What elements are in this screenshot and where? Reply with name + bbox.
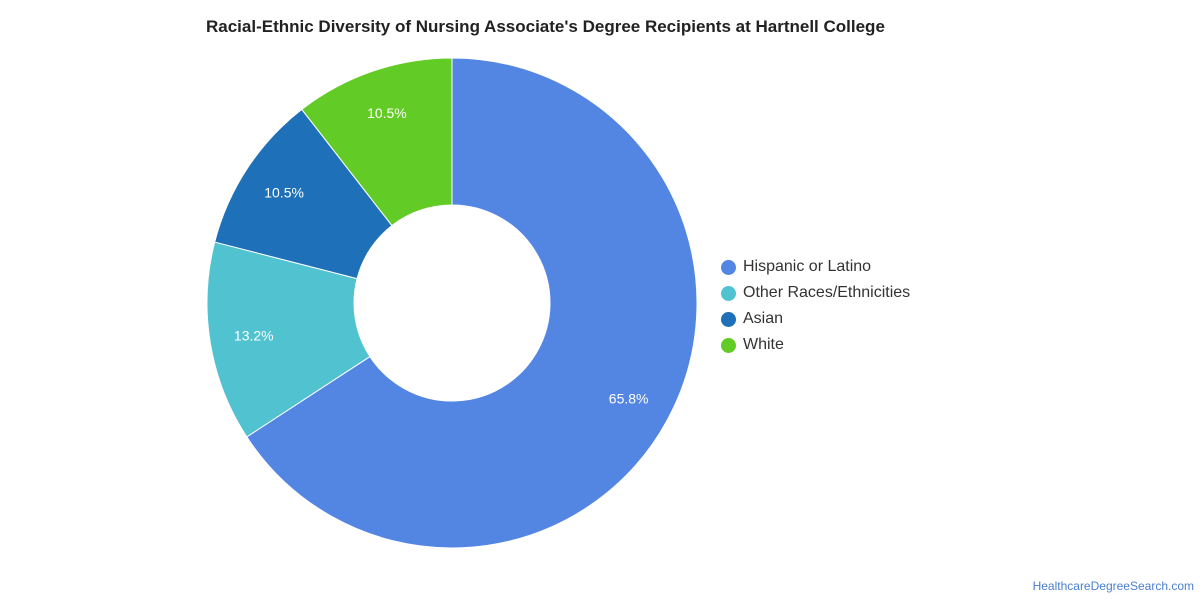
slice-other-races-ethnicities[interactable] xyxy=(206,241,371,438)
slice-data-label: 13.2% xyxy=(234,328,274,344)
chart-title: Racial-Ethnic Diversity of Nursing Assoc… xyxy=(206,17,885,36)
slice-data-label: 10.5% xyxy=(367,105,407,121)
source-link[interactable]: HealthcareDegreeSearch.com xyxy=(1032,579,1194,593)
legend-item-asian[interactable]: Asian xyxy=(721,306,910,332)
legend-swatch-asian xyxy=(721,311,736,327)
chart-legend: Hispanic or Latino Other Races/Ethniciti… xyxy=(721,254,910,358)
legend-item-white[interactable]: White xyxy=(721,332,910,358)
slice-hispanic-or-latino[interactable] xyxy=(246,57,698,549)
legend-item-hispanic-or-latino[interactable]: Hispanic or Latino xyxy=(721,254,910,280)
legend-swatch-hispanic-or-latino xyxy=(721,259,736,275)
labels-group: 65.8% 13.2% 10.5% 10.5% xyxy=(234,105,649,407)
slice-asian[interactable] xyxy=(214,108,393,280)
legend-label: Hispanic or Latino xyxy=(743,258,872,275)
legend-item-other-races[interactable]: Other Races/Ethnicities xyxy=(721,280,910,306)
legend-label: White xyxy=(743,336,784,353)
slice-data-label: 65.8% xyxy=(609,391,649,407)
legend-swatch-white xyxy=(721,337,736,353)
legend-label: Other Races/Ethnicities xyxy=(743,284,911,301)
legend-swatch-other-races xyxy=(721,285,736,301)
slices-group xyxy=(206,57,698,549)
slice-white[interactable] xyxy=(301,57,453,227)
legend-label: Asian xyxy=(743,310,784,327)
slice-data-label: 10.5% xyxy=(264,185,304,201)
